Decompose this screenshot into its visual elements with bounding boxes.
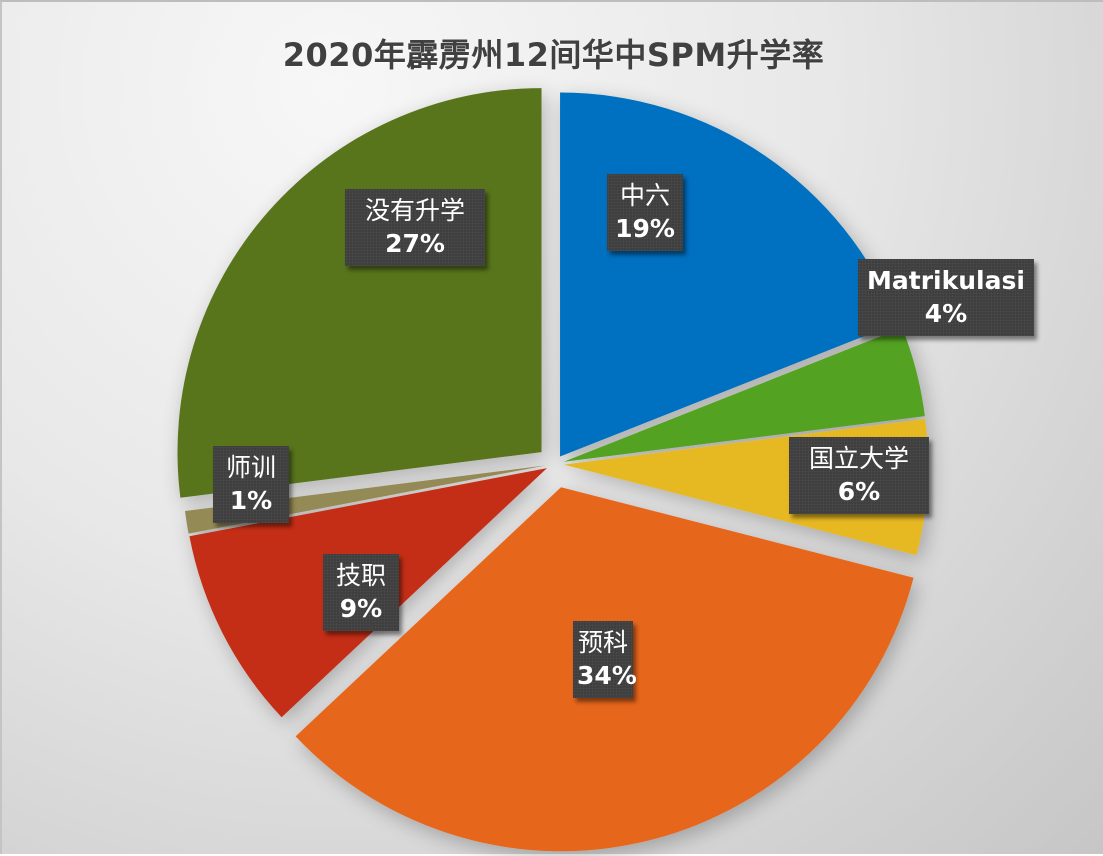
data-label-teacher-training: 师训 1% <box>213 446 289 523</box>
data-label-matrikulasi: Matrikulasi 4% <box>858 259 1034 336</box>
chart-title: 2020年霹雳州12间华中SPM升学率 <box>282 36 825 74</box>
data-label-technical-vocational: 技职 9% <box>323 554 399 631</box>
data-label-foundation: 预科 34% <box>573 621 637 698</box>
slice-matrikulasi <box>563 327 925 462</box>
data-label-sixth-form: 中六 19% <box>607 174 683 251</box>
slice-no-further-study <box>177 88 542 498</box>
data-label-no-further-study: 没有升学 27% <box>345 189 485 266</box>
data-label-public-university: 国立大学 6% <box>789 437 929 514</box>
